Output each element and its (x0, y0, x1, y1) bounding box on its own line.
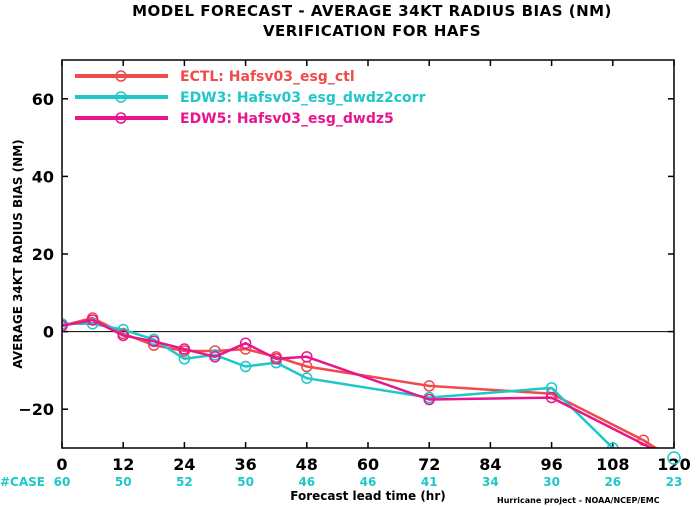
legend-label: EDW3: Hafsv03_esg_dwdz2corr (180, 90, 426, 106)
series-line (62, 316, 659, 448)
chart-subtitle: VERIFICATION FOR HAFS (263, 22, 481, 40)
case-count: 26 (604, 475, 621, 489)
y-tick-label: 0 (43, 323, 54, 342)
legend-entry: ECTL: Hafsv03_esg_ctl (75, 69, 355, 85)
legend-marker (115, 91, 127, 103)
x-tick-label: 84 (479, 455, 501, 474)
y-tick-label: 20 (32, 245, 54, 264)
data-point (423, 380, 435, 392)
legend: ECTL: Hafsv03_esg_ctl EDW3: Hafsv03_esg_d… (75, 69, 426, 127)
x-tick-label: 72 (418, 455, 440, 474)
legend-label: ECTL: Hafsv03_esg_ctl (180, 69, 355, 85)
data-point (607, 442, 619, 448)
data-point (178, 343, 191, 355)
data-point (239, 337, 252, 349)
series-line (62, 318, 654, 448)
case-count: 30 (543, 475, 560, 489)
data-point (148, 335, 160, 348)
end-marker (667, 451, 681, 465)
case-count: 46 (360, 475, 377, 489)
x-tick-label: 0 (56, 455, 67, 474)
x-tick-label: 24 (173, 455, 195, 474)
data-point (423, 393, 435, 406)
data-point (209, 351, 221, 363)
y-tick-label: −20 (18, 400, 54, 419)
case-label: #CASE (0, 475, 45, 489)
x-axis-label: Forecast lead time (hr) (290, 489, 446, 503)
legend-marker (115, 112, 127, 124)
data-point (545, 391, 558, 404)
y-tick-label: 60 (32, 90, 54, 109)
case-count: 50 (237, 475, 254, 489)
data-point (270, 353, 282, 365)
data-point (117, 329, 129, 342)
case-counts: 60 50 52 50 46 46 41 34 30 26 23 (54, 475, 683, 489)
x-tick-label: 48 (296, 455, 318, 474)
data-point (301, 351, 313, 363)
y-tick-label: 40 (32, 167, 54, 186)
x-tick-label: 60 (357, 455, 379, 474)
data-point (86, 314, 99, 326)
x-tick-label: 108 (596, 455, 629, 474)
legend-marker (115, 70, 127, 82)
data-point (239, 360, 252, 373)
series-line (62, 322, 618, 448)
x-tick-label: 36 (234, 455, 256, 474)
series-3 (62, 314, 654, 448)
plot-frame (61, 59, 675, 449)
x-tick-label: 12 (112, 455, 134, 474)
case-count: 50 (115, 475, 132, 489)
x-tick-label: 96 (540, 455, 562, 474)
y-axis-label: AVERAGE 34KT RADIUS BIAS (NM) (11, 139, 25, 368)
data-point (301, 372, 313, 384)
chart-title: MODEL FORECAST - AVERAGE 34KT RADIUS BIA… (132, 2, 612, 20)
case-count: 46 (298, 475, 315, 489)
case-count: 52 (176, 475, 193, 489)
legend-entry: EDW3: Hafsv03_esg_dwdz2corr (75, 90, 426, 106)
case-count: 60 (54, 475, 71, 489)
legend-label: EDW5: Hafsv03_esg_dwdz5 (180, 111, 394, 127)
case-count: 23 (666, 475, 683, 489)
legend-entry: EDW5: Hafsv03_esg_dwdz5 (75, 111, 394, 127)
credit-text: Hurricane project - NOAA/NCEP/EMC (497, 496, 660, 505)
case-count: 34 (482, 475, 499, 489)
data-point (62, 320, 68, 332)
case-count: 41 (421, 475, 438, 489)
